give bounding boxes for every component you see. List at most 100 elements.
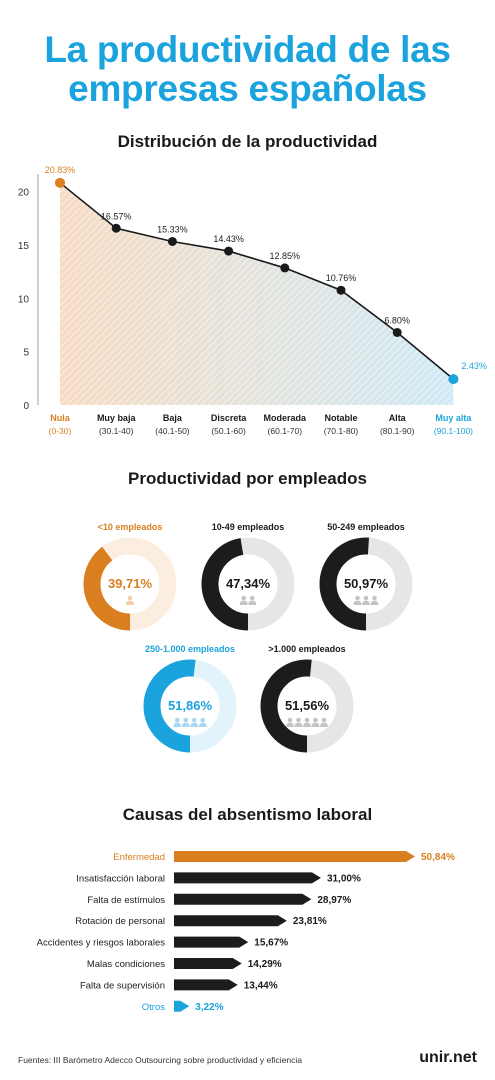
donut-section-title: Productividad por empleados [128,469,367,488]
bar-value-label: 14,29% [248,959,282,970]
bar [174,851,415,862]
bar [174,872,321,884]
x-tick-label: Muy baja [97,413,137,423]
bar-value-label: 23,81% [293,916,327,927]
bar-value-label: 50,84% [421,852,455,863]
donut-arc [201,537,295,631]
x-range-label: (40.1-50) [155,426,190,436]
bar-value-label: 13,44% [244,980,278,991]
person-icon [303,722,311,727]
person-icon [287,717,293,723]
donut-value: 50,97% [344,576,389,591]
person-icon [286,722,294,727]
x-range-label: (50.1-60) [211,426,246,436]
brand-logo: unir.net [419,1049,477,1066]
person-icon [370,600,379,605]
donut-chart: 10-49 empleados 47,34% [201,522,295,631]
bar-category-label: Enfermedad [113,852,165,863]
person-icon [198,722,207,727]
data-label: 6.80% [384,315,410,325]
absenteeism-bar-chart: Enfermedad 50,84% Insatisfacción laboral 31… [37,851,455,1013]
x-range-label: (30.1-40) [99,426,134,436]
x-range-label: (0-30) [49,426,72,436]
bar-value-label: 28,97% [317,895,351,906]
person-icon [362,600,370,605]
x-range-label: (70.1-80) [324,426,359,436]
person-icon [320,722,328,727]
bar [174,915,287,927]
person-icon [311,722,320,727]
person-icon [181,722,190,727]
data-label: 14.43% [213,234,244,244]
x-range-label: (90.1-100) [434,426,473,436]
data-point [336,285,346,295]
bar [174,1000,190,1012]
person-icon [363,595,369,601]
data-label: 15.33% [157,224,188,234]
employees-donut-charts: <10 empleados 39,71% 10-49 empleados 47,34%… [83,522,413,753]
data-point [167,236,177,246]
x-tick-label: Alta [389,413,407,423]
productivity-distribution-chart: 0 5 10 15 20 20.83% Nula (0-30) 16.57% Muy baja (3… [18,165,487,436]
bar [174,979,238,991]
donut-value: 39,71% [108,576,153,591]
person-icon [191,717,197,723]
bar [174,958,242,969]
title-line-2: empresas españolas [68,68,427,109]
bar-category-label: Accidentes y riesgos laborales [37,938,166,949]
x-range-label: (80.1-90) [380,426,415,436]
person-icon [248,600,257,605]
y-tick-label: 15 [18,241,30,252]
x-tick-label: Baja [163,413,183,423]
donut-label: <10 empleados [98,522,163,532]
bar [174,936,249,948]
person-icon [313,717,318,723]
series-line [59,182,454,380]
person-icon [372,595,377,601]
y-tick-label: 0 [23,401,29,412]
data-label: 10.76% [326,273,357,283]
x-range-label: (60.1-70) [268,426,303,436]
person-icon [304,717,310,723]
donut-label: 50-249 empleados [327,522,405,532]
person-icon [239,600,248,605]
x-tick-label: Muy alta [435,413,472,423]
donut-value: 51,56% [285,698,330,713]
bar-category-label: Malas condiciones [87,959,165,970]
bar-category-label: Falta de estímulos [87,895,165,906]
person-icon [241,595,247,601]
data-point [392,327,402,337]
bar-value-label: 15,67% [254,938,288,949]
y-tick-label: 20 [18,188,30,199]
x-tick-label: Discreta [211,413,248,423]
bar-category-label: Insatisfacción laboral [76,873,165,884]
bar-value-label: 3,22% [195,1002,223,1013]
person-icon [353,600,362,605]
bar-chart-title: Causas del absentismo laboral [122,805,373,824]
donut-chart: <10 empleados 39,71% [83,522,177,631]
line-chart-title: Distribución de la productividad [117,132,378,151]
donut-chart: >1.000 empleados 51,56% [260,644,354,753]
bar-value-label: 31,00% [327,873,361,884]
data-label: 16.57% [101,211,132,221]
y-tick-label: 5 [23,348,29,359]
bar-category-label: Rotación de personal [75,916,165,927]
person-icon [173,722,182,727]
person-icon [174,717,180,723]
donut-label: >1.000 empleados [268,644,345,654]
donut-arc [143,659,237,753]
donut-arc [319,537,413,631]
x-tick-label: Moderada [264,413,308,423]
data-point [224,246,234,256]
bar-category-label: Otros [142,1002,165,1013]
person-icon [296,717,301,723]
data-point [448,374,459,385]
data-label: 20.83% [45,165,76,175]
donut-label: 10-49 empleados [212,522,285,532]
bar-category-label: Falta de supervisión [80,980,165,991]
bar [174,893,312,905]
donut-chart: 250-1.000 empleados 51,86% [143,644,237,753]
page-title: La productividad de las empresas español… [0,30,495,108]
person-icon [190,722,199,727]
donut-value: 51,86% [168,698,213,713]
